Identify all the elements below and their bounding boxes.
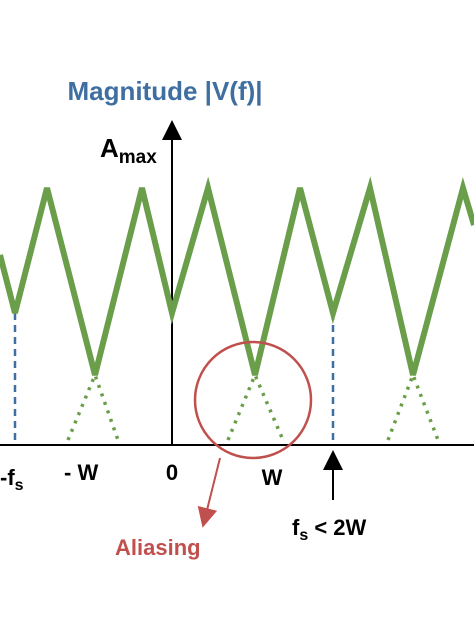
x-label: 0 xyxy=(166,460,178,485)
x-label: W xyxy=(262,465,283,490)
y-axis-label: Amax xyxy=(100,133,157,168)
sample-lines xyxy=(13,313,335,445)
label-main: -f xyxy=(0,465,15,490)
aliasing-circle xyxy=(193,340,313,460)
x-label: -fs xyxy=(0,465,24,494)
label-sub: s xyxy=(15,477,24,494)
label-rest: < 2W xyxy=(308,515,366,540)
label-main: f xyxy=(292,515,300,540)
annotation: Aliasing xyxy=(115,535,201,560)
spectrum xyxy=(0,176,474,376)
title: Magnitude |V(f)| xyxy=(67,76,262,106)
aliasing-arrow xyxy=(197,457,221,528)
x-label: - W xyxy=(64,460,98,485)
label-main: A xyxy=(100,133,119,163)
label-sub: s xyxy=(299,527,308,544)
condition: fs < 2W xyxy=(292,515,367,544)
hidden-spectrum xyxy=(66,370,440,441)
label-sub: max xyxy=(119,147,157,168)
